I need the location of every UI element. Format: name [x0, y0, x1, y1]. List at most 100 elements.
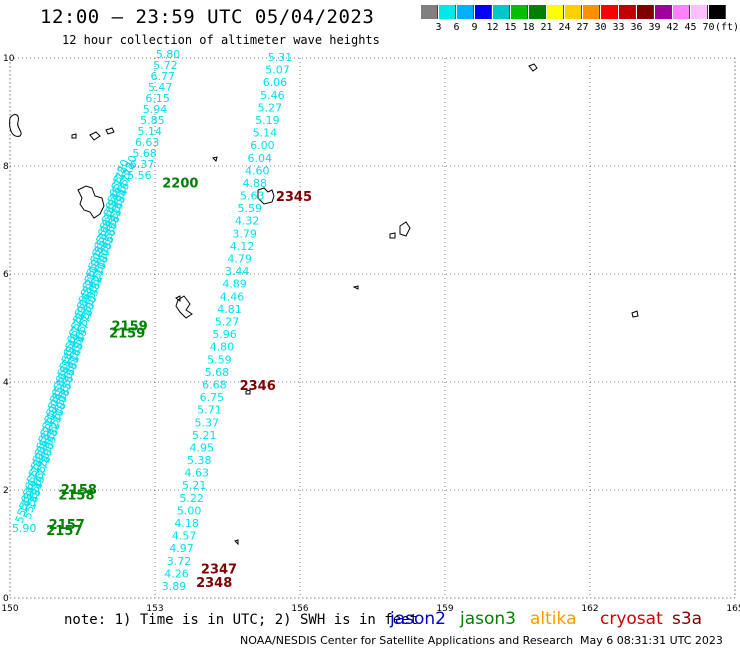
time-label: 2157: [46, 524, 82, 539]
wave-height-label: 3.44: [225, 265, 250, 278]
island-shape: [528, 63, 538, 72]
axis-ticks: 150 153 156 159 162 165 0 2 4 6 8 10: [1, 54, 740, 614]
legend-swatch: [439, 5, 456, 19]
lat-tick-label: 2: [3, 486, 9, 496]
legend-label: 30: [594, 22, 607, 33]
wave-height-label: 5.72: [153, 59, 178, 72]
wave-height-label: 5.59: [237, 202, 262, 215]
legend-swatch: [511, 5, 528, 19]
legend-label: 9: [471, 22, 478, 33]
wave-height-label: 4.18: [174, 517, 199, 530]
legend-label: 42: [666, 22, 679, 33]
lat-tick-label: 0: [3, 594, 9, 604]
wave-height-label: 5.68: [132, 147, 157, 160]
credit-text: NOAA/NESDIS Center for Satellite Applica…: [240, 634, 574, 647]
lon-tick-label: 165: [726, 604, 740, 614]
legend-swatch: [583, 5, 600, 19]
wave-height-label: 5.46: [260, 89, 285, 102]
wave-height-label: 5.21: [182, 479, 207, 492]
satellite-name: jason3: [460, 609, 516, 629]
wave-height-label: 4.79: [227, 253, 252, 266]
wave-height-label: 5.63: [240, 190, 265, 203]
time-label: 2157: [49, 518, 85, 533]
lon-tick-label: 162: [581, 604, 598, 614]
wave-height-label: 6.68: [202, 378, 227, 391]
lat-tick-label: 4: [3, 378, 9, 388]
wave-height-label: 4.88: [243, 177, 268, 190]
wave-height-label: 4.80: [210, 341, 235, 354]
island-outlines: [9, 63, 639, 546]
wave-height-label: 3.89: [162, 580, 187, 593]
island-shape: [352, 285, 359, 290]
legend-label: 36: [630, 22, 643, 33]
wave-height-label: 5.21: [192, 429, 217, 442]
legend-swatch: [637, 5, 654, 19]
wave-height-label: 5.38: [187, 454, 212, 467]
wave-height-label: 5.56: [127, 169, 152, 182]
legend-label: 21: [540, 22, 553, 33]
wave-height-label: 4.26: [164, 567, 189, 580]
wave-height-label: 4.12: [230, 240, 255, 253]
time-label: 2347: [201, 563, 237, 578]
time-label: 2159: [109, 327, 145, 342]
time-label: 2159: [112, 320, 148, 335]
wave-height-label: 4.63: [184, 467, 209, 480]
wave-height-label: 6.77: [151, 70, 176, 83]
wave-height-label: 6.06: [263, 76, 288, 89]
island-shape: [175, 295, 181, 302]
island-shape: [212, 156, 218, 162]
wave-height-label: 4.81: [217, 303, 242, 316]
legend-swatch: [493, 5, 510, 19]
island-shape: [89, 131, 101, 141]
legend-swatch: [565, 5, 582, 19]
satellite-track-jason3: 5.805.726.775.476.155.945.855.146.635.68…: [12, 48, 180, 535]
island-shape: [77, 185, 105, 219]
wave-height-label: 4.46: [220, 290, 245, 303]
wave-height-label: 5.94: [143, 103, 168, 116]
footer-note: note: 1) Time is in UTC; 2) SWH is in fe…: [64, 612, 419, 628]
satellite-name: altika: [530, 609, 577, 629]
timestamp-text: May 6 08:31:31 UTC 2023: [580, 634, 723, 647]
island-shape: [9, 114, 22, 137]
time-label: 2346: [240, 379, 276, 394]
page-subtitle: 12 hour collection of altimeter wave hei…: [62, 33, 380, 47]
wave-height-label: 6.63: [135, 136, 160, 149]
legend-swatch: [547, 5, 564, 19]
wave-height-label: 5.47: [148, 81, 173, 94]
wave-height-label: 5.22: [179, 492, 204, 505]
island-shape: [234, 539, 239, 546]
wave-height-label: 5.37: [195, 416, 220, 429]
legend-label: 33: [612, 22, 625, 33]
wave-height-label: 4.57: [172, 530, 197, 543]
time-label: 2200: [162, 177, 198, 192]
legend-label: 45: [684, 22, 697, 33]
lon-tick-label: 150: [1, 604, 18, 614]
map-frame: [9, 57, 736, 599]
wave-height-label: 5.14: [253, 127, 278, 140]
legend-label: 24: [558, 22, 571, 33]
legend-label: 3: [435, 22, 442, 33]
wave-height-label: 6.00: [250, 139, 275, 152]
wave-height-label: 4.97: [169, 542, 194, 555]
island-shape: [257, 187, 275, 205]
legend-swatch: [457, 5, 474, 19]
legend-swatch: [601, 5, 618, 19]
wave-height-label: 5.59: [207, 353, 232, 366]
wave-height-label: 5.71: [197, 404, 222, 417]
legend-label: 27: [576, 22, 589, 33]
wave-height-label: 5.96: [212, 328, 237, 341]
legend-swatch: [619, 5, 636, 19]
wave-height-label: 5.27: [258, 101, 283, 114]
island-shape: [71, 133, 77, 139]
wave-height-label: 5.31: [268, 51, 293, 64]
lat-tick-label: 6: [3, 270, 9, 280]
legend-label: 39: [648, 22, 661, 33]
lat-tick-label: 10: [3, 54, 15, 64]
satellite-name: cryosat: [600, 609, 663, 629]
satellite-track-s3a: 5.315.076.065.465.275.195.146.006.044.60…: [162, 51, 293, 593]
wave-height-label: 4.89: [222, 278, 247, 291]
satellite-name: jason2: [390, 609, 446, 629]
legend-swatch: [529, 5, 546, 19]
wave-height-label: 6.37: [130, 158, 155, 171]
